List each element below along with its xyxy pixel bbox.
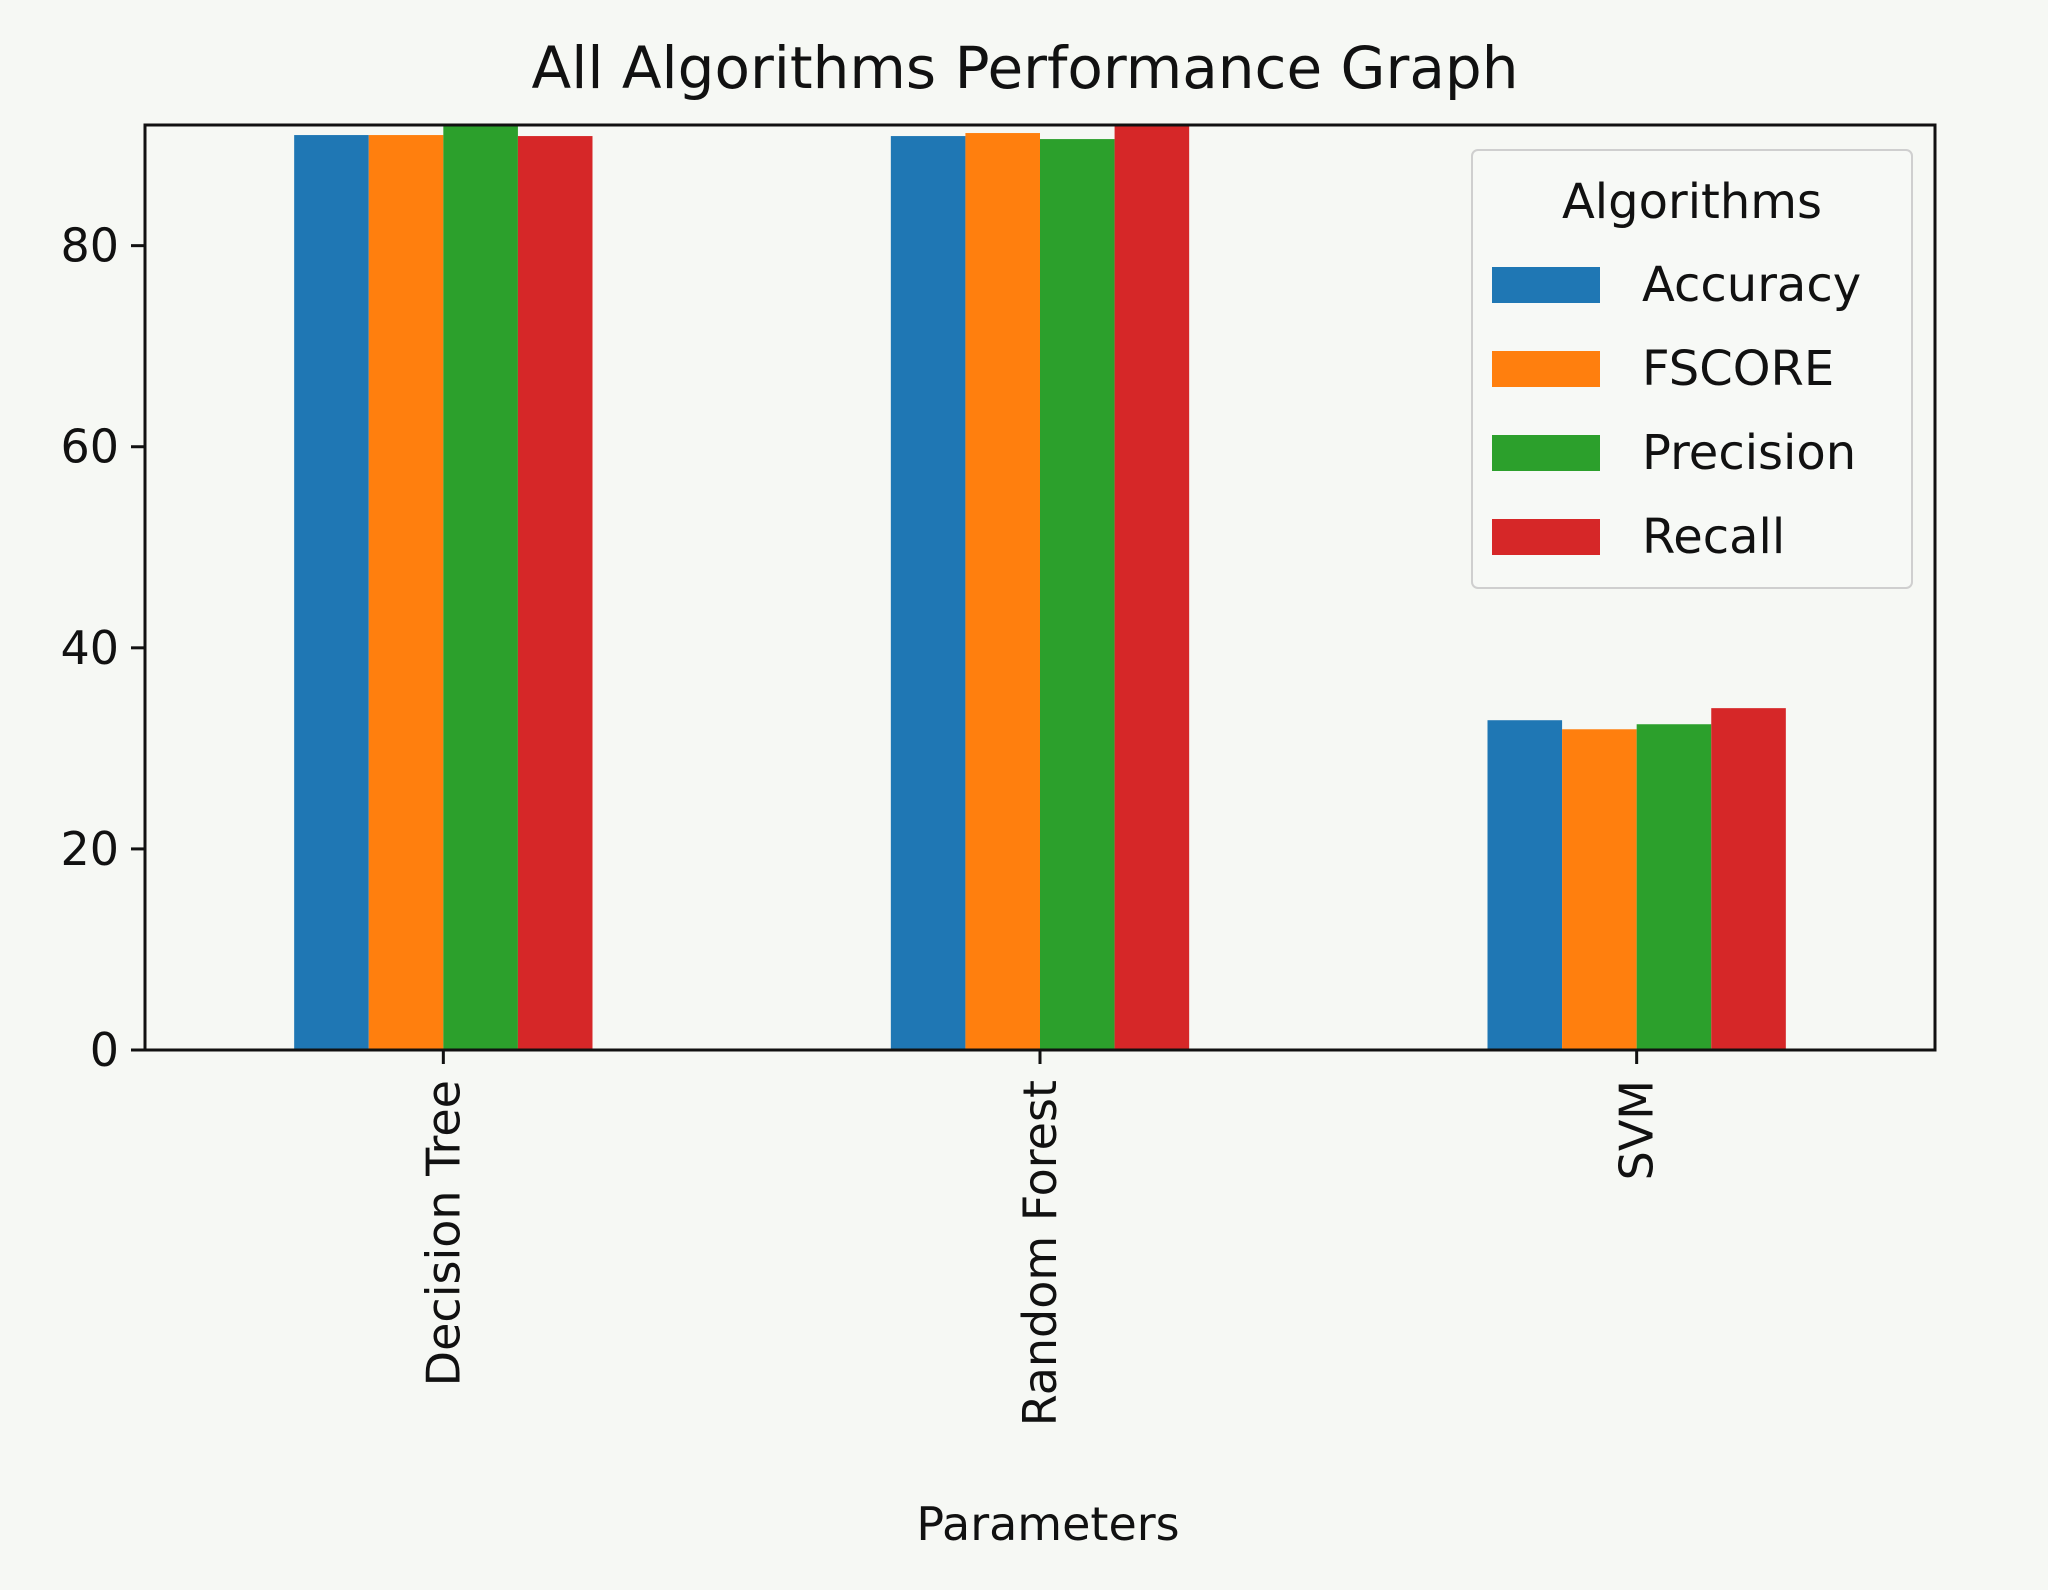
bar-precision-svm: [1636, 724, 1712, 1050]
legend-label-fscore: FSCORE: [1642, 341, 1834, 397]
chart-title: All Algorithms Performance Graph: [532, 34, 1519, 102]
x-axis-label: Parameters: [916, 1497, 1179, 1551]
legend-swatch-accuracy: [1492, 267, 1600, 303]
legend-label-accuracy: Accuracy: [1642, 257, 1861, 313]
bar-accuracy-svm: [1487, 720, 1563, 1050]
bars-layer: [294, 123, 1786, 1051]
bar-accuracy-decision-tree: [294, 135, 369, 1051]
bar-recall-random-forest: [1114, 126, 1190, 1050]
bar-fscore-decision-tree: [368, 135, 444, 1051]
legend-box: [1471, 149, 1913, 589]
y-axis: 0 20 40 60 80: [60, 219, 145, 1077]
legend-swatch-precision: [1492, 435, 1600, 471]
legend: Algorithms Accuracy FSCORE Precision Recall: [1471, 149, 1913, 589]
x-tick-label: SVM: [1610, 1080, 1664, 1180]
bar-precision-decision-tree: [443, 123, 518, 1050]
x-tick-label: Random Forest: [1013, 1080, 1067, 1426]
legend-label-recall: Recall: [1642, 509, 1785, 565]
bar-recall-svm: [1711, 708, 1786, 1050]
y-tick-label: 60: [60, 420, 119, 474]
y-tick-label: 80: [60, 219, 119, 273]
legend-swatch-fscore: [1492, 351, 1600, 387]
y-tick-label: 0: [90, 1023, 119, 1077]
bar-fscore-svm: [1562, 729, 1637, 1050]
legend-swatch-recall: [1492, 519, 1600, 555]
bar-accuracy-random-forest: [890, 136, 966, 1050]
bar-recall-decision-tree: [517, 136, 593, 1050]
legend-items: Accuracy FSCORE Precision Recall: [1492, 257, 1861, 565]
bar-fscore-random-forest: [965, 133, 1040, 1051]
x-tick-label: Decision Tree: [416, 1080, 470, 1386]
legend-label-precision: Precision: [1642, 425, 1856, 481]
y-tick-label: 40: [60, 621, 119, 675]
y-tick-label: 20: [60, 822, 119, 876]
legend-title: Algorithms: [1562, 174, 1822, 230]
bar-precision-random-forest: [1040, 139, 1115, 1051]
x-axis: Decision Tree Random Forest SVM: [416, 1050, 1664, 1426]
